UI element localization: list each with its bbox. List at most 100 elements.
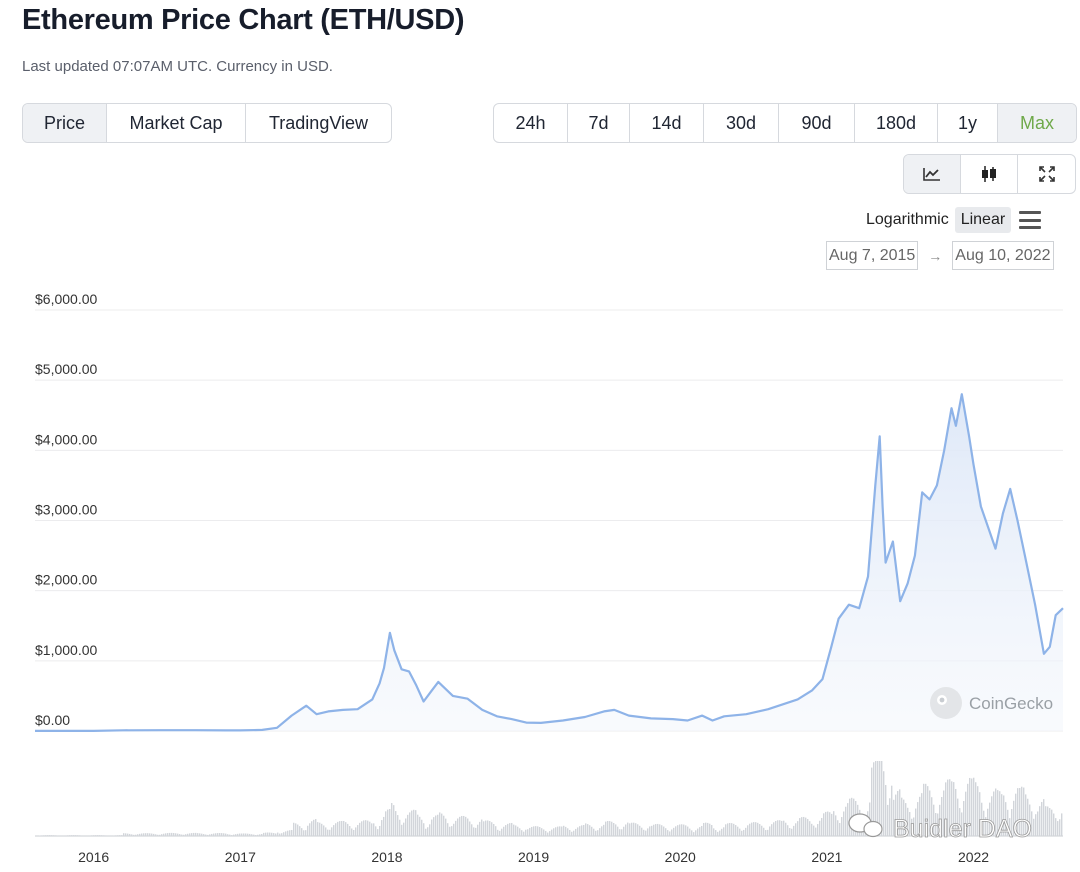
volume-bar	[807, 819, 809, 836]
volume-bar	[741, 830, 743, 836]
volume-bar	[43, 835, 45, 836]
volume-bar	[775, 820, 777, 836]
volume-bar	[75, 835, 77, 836]
date-to-input[interactable]: Aug 10, 2022	[952, 241, 1054, 270]
volume-bar	[1013, 800, 1015, 836]
volume-bar	[51, 835, 53, 836]
expand-icon[interactable]	[1018, 155, 1075, 193]
volume-bar	[917, 802, 919, 836]
range-30d[interactable]: 30d	[704, 104, 779, 142]
volume-bar	[951, 781, 953, 836]
volume-bar	[713, 828, 715, 836]
volume-bar	[503, 826, 505, 836]
volume-bar	[999, 791, 1001, 836]
volume-bar	[105, 835, 107, 836]
volume-bar	[805, 817, 807, 836]
range-90d[interactable]: 90d	[779, 104, 855, 142]
linear-option[interactable]: Linear	[954, 207, 1012, 233]
volume-bar	[1019, 788, 1021, 836]
volume-bar	[199, 833, 201, 836]
volume-bar	[743, 829, 745, 836]
volume-bar	[937, 813, 939, 836]
volume-bar	[667, 830, 669, 836]
volume-bar	[65, 835, 67, 836]
volume-bar	[413, 809, 415, 836]
volume-bar	[477, 824, 479, 836]
volume-bar	[339, 821, 341, 836]
volume-bar	[913, 817, 915, 836]
volume-bar	[769, 826, 771, 836]
volume-bar	[841, 817, 843, 836]
volume-bar	[915, 808, 917, 836]
x-tick-label: 2018	[371, 849, 402, 865]
volume-bar	[583, 824, 585, 836]
volume-bar	[895, 794, 897, 836]
volume-bar	[309, 823, 311, 836]
volume-bar	[909, 812, 911, 836]
volume-bar	[39, 835, 41, 836]
volume-bar	[505, 825, 507, 836]
volume-bar	[873, 762, 875, 836]
volume-bar	[595, 830, 597, 836]
volume-bar	[191, 833, 193, 836]
volume-bar	[345, 822, 347, 836]
volume-bar	[753, 822, 755, 836]
volume-bar	[877, 761, 879, 836]
tab-price[interactable]: Price	[23, 104, 107, 142]
line-chart-icon[interactable]	[904, 155, 961, 193]
volume-bar	[153, 833, 155, 836]
volume-bar	[701, 825, 703, 836]
volume-bar	[561, 826, 563, 836]
volume-bar	[619, 829, 621, 836]
volume-bar	[161, 834, 163, 836]
y-tick-label: $2,000.00	[35, 572, 97, 588]
candlestick-icon[interactable]	[961, 155, 1018, 193]
volume-bar	[313, 819, 315, 836]
volume-bar	[173, 833, 175, 836]
volume-bar	[221, 833, 223, 836]
volume-bar	[729, 822, 731, 836]
volume-bar	[881, 761, 883, 836]
volume-bar	[1031, 811, 1033, 836]
range-24h[interactable]: 24h	[494, 104, 568, 142]
volume-bar	[1061, 813, 1063, 836]
volume-bar	[801, 817, 803, 836]
volume-bar	[655, 824, 657, 836]
volume-bar	[771, 824, 773, 836]
volume-bar	[129, 833, 131, 836]
volume-bar	[1051, 809, 1053, 836]
range-14d[interactable]: 14d	[630, 104, 704, 142]
volume-bar	[677, 825, 679, 836]
volume-bar	[295, 823, 297, 836]
volume-bar	[267, 832, 269, 836]
volume-bar	[963, 801, 965, 836]
range-180d[interactable]: 180d	[855, 104, 938, 142]
volume-bar	[629, 823, 631, 836]
range-max[interactable]: Max	[998, 104, 1076, 142]
volume-bar	[385, 811, 387, 836]
range-7d[interactable]: 7d	[568, 104, 630, 142]
volume-bar	[931, 797, 933, 836]
volume-bar	[585, 823, 587, 836]
arrow-right-icon: →	[928, 247, 943, 264]
volume-bar	[1041, 801, 1043, 836]
date-from-input[interactable]: Aug 7, 2015	[826, 241, 919, 270]
volume-bar	[685, 825, 687, 836]
range-1y[interactable]: 1y	[938, 104, 998, 142]
volume-bar	[883, 771, 885, 836]
logarithmic-option[interactable]: Logarithmic	[866, 211, 949, 228]
volume-bar	[1003, 795, 1005, 836]
hamburger-menu-icon[interactable]	[1019, 211, 1042, 229]
volume-bar	[599, 828, 601, 836]
tab-tradingview[interactable]: TradingView	[268, 113, 369, 133]
volume-bar	[287, 830, 289, 836]
tab-market-cap[interactable]: Market Cap	[107, 104, 246, 142]
volume-bar	[431, 819, 433, 836]
volume-bar	[303, 830, 305, 836]
volume-bar	[177, 833, 179, 836]
volume-bar	[141, 833, 143, 836]
volume-bar	[625, 824, 627, 836]
volume-bar	[1049, 808, 1051, 836]
volume-bar	[379, 825, 381, 836]
volume-bar	[819, 820, 821, 836]
